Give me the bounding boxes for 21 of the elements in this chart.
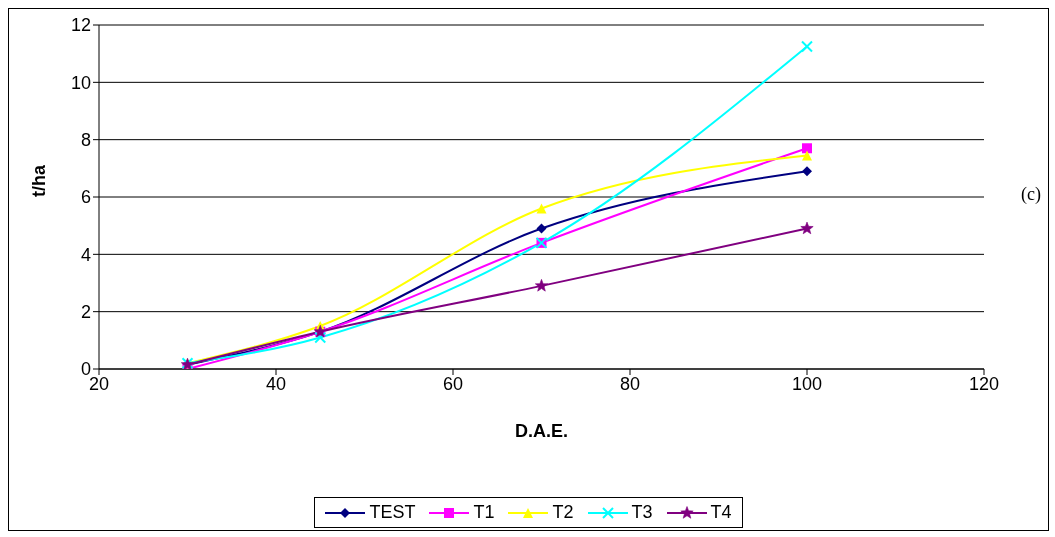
legend-label: T3 <box>631 502 653 523</box>
y-axis-title: t/ha <box>29 164 50 197</box>
legend-label: TEST <box>369 502 416 523</box>
x-tick-label: 20 <box>88 373 110 394</box>
y-tick-label: 6 <box>80 187 91 208</box>
y-tick-label: 12 <box>70 15 91 36</box>
x-tick-label: 100 <box>791 373 823 394</box>
y-tick-label: 2 <box>80 302 91 323</box>
legend-label: T2 <box>552 502 574 523</box>
x-tick-label: 40 <box>265 373 287 394</box>
y-tick-label: 10 <box>70 72 91 93</box>
legend-label: T1 <box>473 502 495 523</box>
x-axis-title: D.A.E. <box>514 421 569 441</box>
y-tick-label: 4 <box>80 244 91 265</box>
y-tick-label: 0 <box>80 359 91 380</box>
legend-label: T4 <box>710 502 732 523</box>
x-tick-label: 80 <box>619 373 641 394</box>
y-tick-label: 8 <box>80 130 91 151</box>
x-tick-label: 120 <box>968 373 1000 394</box>
x-tick-label: 60 <box>442 373 464 394</box>
text: (c) <box>1021 184 1041 205</box>
